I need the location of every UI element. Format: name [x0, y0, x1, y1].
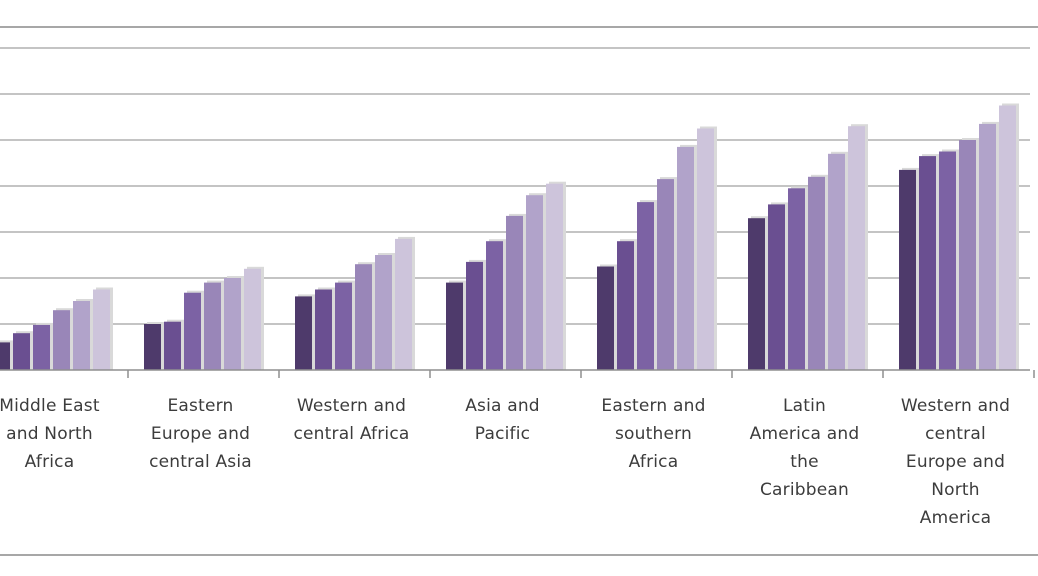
category-label-line: America	[919, 508, 992, 528]
bars	[0, 103, 1019, 371]
bar	[959, 140, 976, 370]
bar	[486, 241, 503, 370]
bar	[144, 324, 161, 370]
category-label-line: Asia and	[465, 396, 540, 416]
category-label-line: southern	[615, 424, 692, 444]
category-label-line: Eastern	[167, 396, 234, 416]
bar	[53, 310, 70, 370]
category-label: Western and central Europe and North America	[881, 392, 1031, 532]
bar	[73, 301, 90, 370]
bar	[466, 261, 483, 370]
bar	[939, 151, 956, 370]
category-label-line: North	[931, 480, 980, 500]
bar	[899, 169, 916, 370]
bar	[315, 289, 332, 370]
bar	[375, 255, 392, 370]
bar	[395, 238, 412, 370]
bar	[295, 296, 312, 370]
category-label: Middle East and North Africa	[0, 392, 125, 476]
bar	[677, 146, 694, 370]
bar	[355, 264, 372, 370]
bar	[224, 278, 241, 370]
bar	[164, 321, 181, 370]
bar	[979, 123, 996, 371]
bar	[828, 153, 845, 370]
x-axis	[0, 369, 1038, 556]
bar	[506, 215, 523, 370]
bar	[446, 282, 463, 370]
category-label-line: Middle East	[0, 396, 100, 416]
bar	[597, 266, 614, 370]
bar	[0, 342, 10, 370]
category-label: Eastern Europe and central Asia	[126, 392, 276, 476]
category-label: Eastern and southern Africa	[579, 392, 729, 476]
category-label-line: central Africa	[293, 424, 410, 444]
category-label-line: Pacific	[474, 424, 531, 444]
bar	[204, 282, 221, 370]
bar	[999, 105, 1016, 370]
bar	[788, 188, 805, 370]
bar	[848, 126, 865, 370]
bar	[657, 179, 674, 370]
bar	[184, 292, 201, 370]
category-label-line: America and	[749, 424, 860, 444]
category-label-line: the	[790, 452, 819, 472]
bar	[526, 195, 543, 370]
bar	[637, 202, 654, 370]
bar	[697, 128, 714, 370]
category-label-line: Western and	[900, 396, 1011, 416]
bar	[617, 241, 634, 370]
bar	[808, 176, 825, 370]
category-label-line: Europe and	[905, 452, 1006, 472]
category-label: Latin America and the Caribbean	[730, 392, 880, 504]
bar	[919, 156, 936, 370]
category-label-line: and North	[6, 424, 93, 444]
category-label-line: Africa	[628, 452, 679, 472]
category-label-line: Western and	[296, 396, 407, 416]
category-label: Asia and Pacific	[428, 392, 578, 448]
category-label-line: Africa	[24, 452, 75, 472]
category-label-line: Caribbean	[759, 480, 850, 500]
category-label: Western and central Africa	[277, 392, 427, 448]
bar	[244, 268, 261, 370]
category-label-line: Latin	[782, 396, 827, 416]
bar	[546, 183, 563, 370]
category-label-line: central	[925, 424, 986, 444]
bar	[748, 218, 765, 370]
bar	[33, 324, 50, 370]
bar	[13, 333, 30, 370]
bar	[93, 289, 110, 370]
bar	[335, 282, 352, 370]
category-label-line: central Asia	[149, 452, 252, 472]
bar	[768, 204, 785, 370]
category-label-line: Europe and	[150, 424, 251, 444]
category-label-line: Eastern and	[601, 396, 706, 416]
